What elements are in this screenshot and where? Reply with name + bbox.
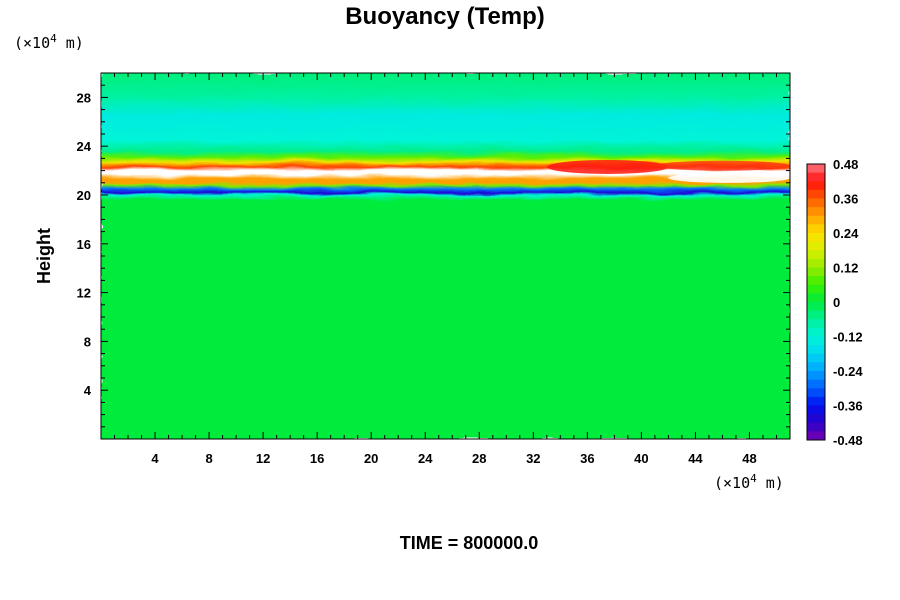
colorbar-frame <box>806 163 826 441</box>
x-tick-label: 40 <box>634 451 648 466</box>
x-tick-label: 36 <box>580 451 594 466</box>
y-tick-label: 28 <box>77 90 91 105</box>
colorbar-tick-label: -0.48 <box>833 433 863 448</box>
colorbar-tick-label: 0.24 <box>833 226 859 241</box>
y-tick-label: 20 <box>77 188 91 203</box>
colorbar-tick-label: -0.36 <box>833 399 863 414</box>
colorbar-tick-label: 0.36 <box>833 192 858 207</box>
x-tick-label: 48 <box>742 451 756 466</box>
y-tick-label: 8 <box>84 334 91 349</box>
colorbar-band <box>807 302 825 312</box>
colorbar-band <box>807 181 825 191</box>
colorbar-band <box>807 172 825 182</box>
colorbar-band <box>807 362 825 372</box>
colorbar-tick-label: 0 <box>833 295 840 310</box>
x-tick-label: 32 <box>526 451 540 466</box>
x-tick-label: 12 <box>256 451 270 466</box>
x-tick-label: 44 <box>688 451 703 466</box>
x-tick-label: 4 <box>151 451 159 466</box>
colorbar-band <box>807 215 825 225</box>
y-unit-label: (×104 m) <box>14 32 84 52</box>
colorbar-band <box>807 241 825 251</box>
colorbar-band <box>807 233 825 243</box>
colorbar-band <box>807 319 825 329</box>
colorbar-tick-label: -0.12 <box>833 330 863 345</box>
field-background <box>101 73 790 439</box>
colorbar-band <box>807 422 825 432</box>
colorbar: 0.48 0.36 0.24 0.12 0 -0.12 -0.24 -0.36 -0.48 <box>806 157 863 448</box>
colorbar-band <box>807 336 825 346</box>
chart-title: Buoyancy (Temp) <box>345 3 545 30</box>
colorbar-band <box>807 388 825 398</box>
x-axis: 4 8 12 16 20 24 28 32 36 40 44 48 <box>114 73 777 466</box>
colorbar-band <box>807 189 825 199</box>
plot-area <box>100 72 791 440</box>
x-unit-label: (×104 m) <box>714 472 784 492</box>
colorbar-band <box>807 353 825 363</box>
colorbar-band <box>807 371 825 381</box>
colorbar-band <box>807 198 825 208</box>
x-tick-label: 20 <box>364 451 378 466</box>
colorbar-band <box>807 164 825 174</box>
y-tick-label: 24 <box>77 139 92 154</box>
colorbar-band <box>807 405 825 415</box>
colorbar-tick-label: 0.48 <box>833 157 858 172</box>
colorbar-band <box>807 207 825 217</box>
colorbar-band <box>807 431 825 441</box>
y-axis-label: Height <box>34 228 54 284</box>
colorbar-band <box>807 250 825 260</box>
x-tick-label: 28 <box>472 451 486 466</box>
y-tick-label: 16 <box>77 237 91 252</box>
y-axis: 4 8 12 16 20 24 28 <box>77 84 790 428</box>
x-tick-label: 24 <box>418 451 433 466</box>
colorbar-band <box>807 379 825 389</box>
colorbar-band <box>807 345 825 355</box>
field-features <box>546 159 790 183</box>
colorbar-band <box>807 414 825 424</box>
colorbar-band <box>807 267 825 277</box>
colorbar-band <box>807 396 825 406</box>
inversion-white-lens <box>668 172 790 183</box>
colorbar-band <box>807 258 825 268</box>
colorbar-tick-label: -0.24 <box>833 364 863 379</box>
colorbar-band <box>807 327 825 337</box>
x-tick-label: 16 <box>310 451 324 466</box>
inversion-red-lens <box>546 159 669 174</box>
colorbar-band <box>807 284 825 294</box>
y-tick-label: 4 <box>84 383 92 398</box>
colorbar-band <box>807 276 825 286</box>
x-tick-label: 8 <box>205 451 212 466</box>
colorbar-band <box>807 224 825 234</box>
colorbar-band <box>807 293 825 303</box>
colorbar-band <box>807 310 825 320</box>
y-tick-label: 12 <box>77 286 91 301</box>
colorbar-tick-label: 0.12 <box>833 261 858 276</box>
time-label: TIME = 800000.0 <box>400 533 539 553</box>
inversion-red-upper-lens <box>654 160 790 171</box>
